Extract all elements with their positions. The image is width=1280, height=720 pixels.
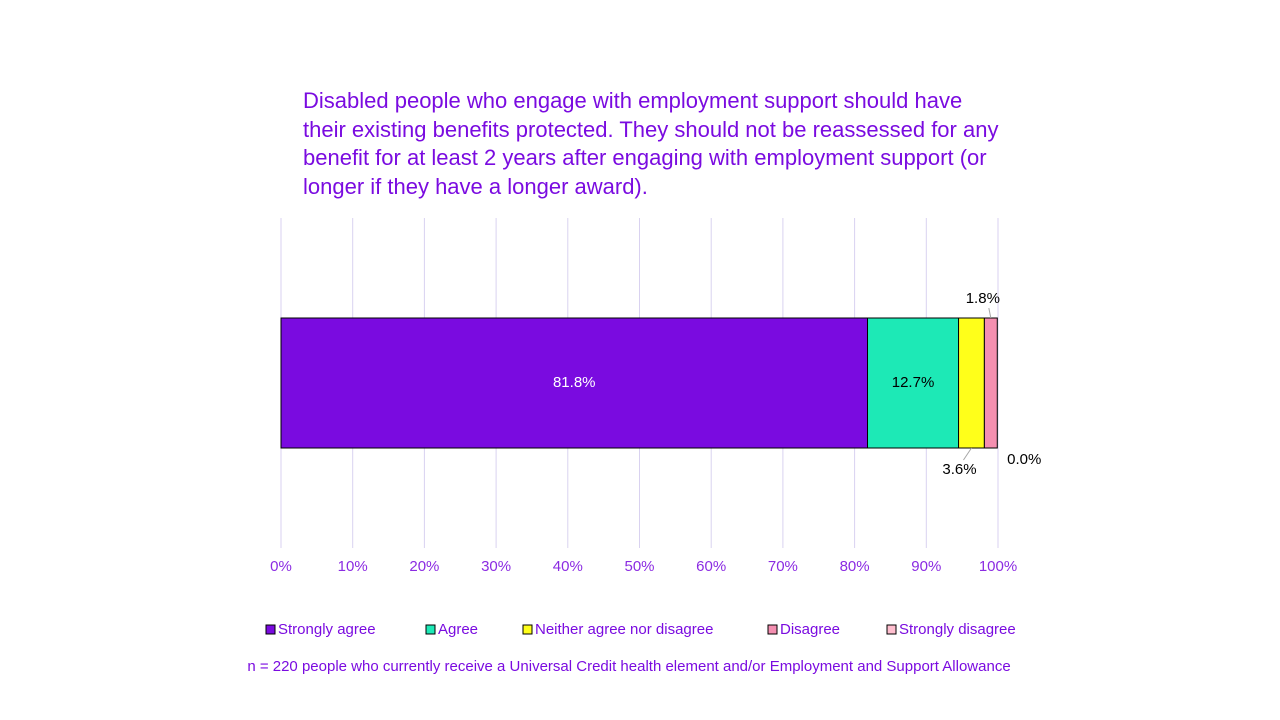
x-tick-label: 0% [270, 558, 292, 575]
x-tick-label: 40% [553, 558, 583, 575]
value-label: 3.6% [942, 461, 976, 478]
value-label: 81.8% [553, 374, 596, 391]
legend-label: Strongly disagree [899, 621, 1016, 638]
x-tick-label: 80% [840, 558, 870, 575]
chart-title: Disabled people who engage with employme… [303, 88, 999, 199]
bar-segment [280, 317, 869, 449]
legend-label: Strongly agree [278, 621, 376, 638]
x-tick-label: 60% [696, 558, 726, 575]
legend-swatch [886, 624, 897, 635]
x-tick-label: 50% [624, 558, 654, 575]
x-tick-label: 100% [979, 558, 1017, 575]
legend-label: Disagree [780, 621, 840, 638]
value-label: 12.7% [892, 374, 935, 391]
bar-segment [867, 317, 960, 449]
x-tick-label: 70% [768, 558, 798, 575]
legend-swatch [425, 624, 436, 635]
legend-label: Agree [438, 621, 478, 638]
x-tick-label: 30% [481, 558, 511, 575]
x-tick-label: 10% [338, 558, 368, 575]
value-label: 1.8% [966, 290, 1000, 307]
value-label: 0.0% [1007, 451, 1041, 468]
legend-swatch [522, 624, 533, 635]
leader-line [988, 307, 992, 319]
note: n = 220 people who currently receive a U… [247, 658, 1010, 675]
legend-swatch [265, 624, 276, 635]
bar-segment [958, 317, 985, 449]
x-tick-label: 20% [409, 558, 439, 575]
x-tick-label: 90% [911, 558, 941, 575]
leader-line [963, 447, 972, 461]
legend-label: Neither agree nor disagree [535, 621, 713, 638]
legend-swatch [767, 624, 778, 635]
bar-segment [983, 317, 998, 449]
